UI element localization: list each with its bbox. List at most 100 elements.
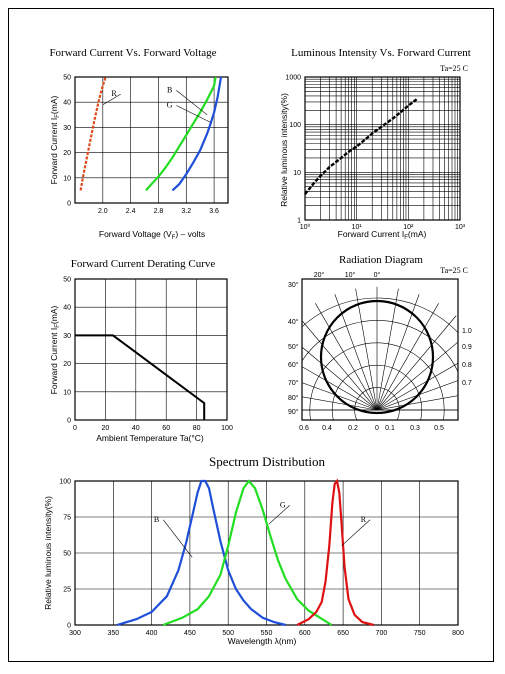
li-ytick-label: 100 (289, 122, 301, 129)
rad-bottom-label: 0.5 (434, 425, 444, 432)
fv-series-b-line (171, 76, 223, 192)
spec-annotation-leader (341, 519, 371, 547)
derate-series-0-line (75, 334, 206, 420)
spec-series-g-line (162, 479, 333, 627)
chart-spec-yticks: 0 25 50 75 100 (59, 479, 71, 630)
li-ytick-label: 1 (297, 218, 301, 225)
derate-ytick-label: 30 (63, 333, 71, 340)
fv-annotation-leader (176, 105, 211, 123)
spec-xtick-label: 650 (337, 630, 349, 637)
rad-spoke (376, 303, 439, 411)
rad-spoke (302, 396, 378, 411)
rad-spoke (302, 320, 378, 411)
derate-xtick-label: 0 (73, 425, 77, 432)
rad-spoke (355, 288, 378, 411)
chart-li-grid (305, 77, 460, 220)
fv-annotation-leader (176, 90, 208, 116)
rad-spoke (376, 395, 458, 411)
spec-ytick-label: 75 (63, 515, 71, 522)
rad-spoke (302, 366, 378, 411)
rad-top-label: 0° (374, 271, 381, 279)
chart-forward-voltage: Forward Current Vs. Forward Voltage 2.0 2… (49, 47, 229, 241)
rad-angle-label: 30° (288, 281, 299, 289)
spec-annotation-leader (163, 519, 193, 558)
chart-fv-frame (74, 76, 229, 204)
rad-spoke (302, 382, 378, 411)
fv-xtick-label: 2.0 (98, 208, 108, 215)
chart-li-title: Luminous Intensity Vs. Forward Current (291, 47, 471, 59)
page-frame (8, 8, 494, 662)
fv-xtick-label: 3.6 (209, 208, 219, 215)
fv-ytick-label: 40 (63, 100, 71, 107)
chart-fv-xlabel: Forward Voltage (VF) – volts (99, 229, 205, 241)
chart-spec-frame (74, 480, 459, 626)
derate-xtick-label: 20 (102, 425, 110, 432)
chart-li-xlabel: Forward Current IF(mA) (338, 229, 427, 241)
spec-xtick-label: 800 (452, 630, 464, 637)
spec-series-b-line (116, 479, 286, 627)
li-xtick-label: 10² (403, 224, 414, 231)
chart-derate-grid (75, 279, 227, 420)
rad-right-label: 1.0 (462, 328, 472, 335)
chart-spec-annotations: B G R (154, 500, 371, 558)
rad-angle-label: 90° (288, 408, 299, 416)
chart-spec-ylabel: Relative luminous intensity(%) (43, 496, 53, 610)
rad-top-label: 20° (314, 271, 325, 279)
derate-ytick-label: 50 (63, 277, 71, 284)
rad-bottom-label: 0.1 (385, 425, 395, 432)
rad-spoke (376, 380, 458, 411)
chart-rad-pattern (319, 299, 435, 415)
derate-xtick-label: 100 (221, 425, 233, 432)
fv-xtick-label: 2.8 (154, 208, 164, 215)
chart-fv-title: Forward Current Vs. Forward Voltage (49, 47, 216, 59)
rad-right-label: 0.9 (462, 344, 472, 351)
spec-xtick-label: 550 (261, 630, 273, 637)
fv-annotation-leader (102, 93, 121, 105)
chart-spec-grid (75, 481, 458, 625)
chart-fv-xticks: 2.0 2.4 2.8 3.2 3.6 (98, 208, 219, 215)
fv-series-r-line (79, 76, 107, 191)
spec-series-r-line (296, 478, 374, 627)
rad-spoke (376, 288, 399, 411)
fv-ytick-label: 30 (63, 125, 71, 132)
rad-angle-label: 70° (288, 379, 299, 387)
chart-fv-yticks: 0 10 20 30 40 50 (63, 75, 71, 208)
chart-spectrum: Spectrum Distribution 300 350 400 450 500 550… (43, 454, 464, 646)
fv-ytick-label: 50 (63, 75, 71, 82)
spec-ytick-label: 50 (63, 551, 71, 558)
fv-annotation-label: G (167, 101, 173, 110)
chart-li-frame (304, 76, 461, 221)
chart-derating: Forward Current Derating Curve 0 20 40 60 80… (49, 258, 233, 443)
spec-xtick-label: 500 (222, 630, 234, 637)
derate-ytick-label: 10 (63, 389, 71, 396)
spec-ytick-label: 25 (63, 587, 71, 594)
derate-ytick-label: 40 (63, 305, 71, 312)
chart-spec-xticks: 300 350 400 450 500 550 600 650 700 750 800 (69, 630, 464, 637)
chart-derate-xticks: 0 20 40 60 80 100 (73, 425, 233, 432)
spec-xtick-label: 350 (107, 630, 119, 637)
rad-right-label: 0.7 (462, 380, 472, 387)
rad-spoke (302, 346, 378, 411)
chart-li-series (304, 97, 419, 195)
rad-bottom-label: 0.4 (322, 425, 332, 432)
fv-ytick-label: 10 (63, 175, 71, 182)
chart-spec-title: Spectrum Distribution (209, 454, 325, 469)
spec-annotation-label: R (361, 515, 367, 524)
rad-spoke (315, 303, 378, 411)
spec-ytick-label: 0 (67, 623, 71, 630)
fv-xtick-label: 3.2 (181, 208, 191, 215)
spec-ytick-label: 100 (59, 479, 71, 486)
chart-fv-annotations: R BG (102, 85, 211, 123)
fv-ytick-label: 0 (67, 201, 71, 208)
li-xtick-label: 10¹ (352, 224, 363, 231)
rad-angle-label: 50° (288, 343, 299, 351)
chart-fv-ylabel: Forward Current IF(mA) (49, 95, 61, 184)
chart-derate-title: Forward Current Derating Curve (71, 258, 216, 270)
chart-derate-ylabel: Forward Current IF(mA) (49, 305, 61, 394)
chart-li-ylabel: Relative luminous intensity(%) (279, 93, 289, 207)
chart-rad-frame (301, 278, 459, 421)
derate-xtick-label: 40 (132, 425, 140, 432)
chart-spec-xlabel: Wavelength λ(nm) (228, 636, 297, 646)
spec-xtick-label: 700 (376, 630, 388, 637)
